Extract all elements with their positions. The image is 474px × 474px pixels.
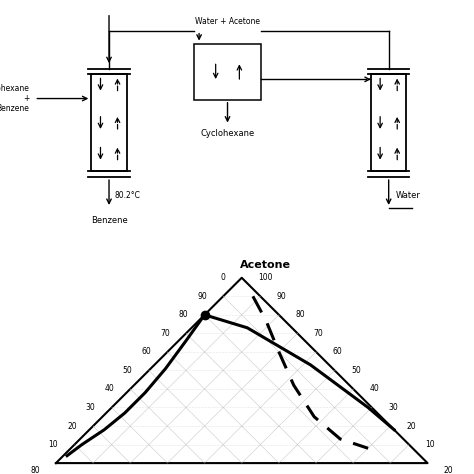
Text: 90: 90 <box>197 292 207 301</box>
Text: 80: 80 <box>30 466 40 474</box>
Text: 40: 40 <box>369 384 379 393</box>
Text: 20: 20 <box>67 421 77 430</box>
Text: 80: 80 <box>179 310 188 319</box>
Text: 50: 50 <box>351 366 361 375</box>
Text: 10: 10 <box>49 440 58 449</box>
Text: 80: 80 <box>295 310 305 319</box>
Bar <box>91 74 127 172</box>
Text: 80.2°C: 80.2°C <box>115 191 141 200</box>
Text: 30: 30 <box>86 403 95 412</box>
Text: 30: 30 <box>388 403 398 412</box>
Text: 70: 70 <box>314 329 323 338</box>
Text: Cyclohexane: Cyclohexane <box>201 129 255 138</box>
Text: 100: 100 <box>258 273 273 282</box>
Text: 50: 50 <box>123 366 133 375</box>
Text: Water: Water <box>396 191 420 200</box>
Text: Acetone: Acetone <box>239 260 291 270</box>
Text: Benzene: Benzene <box>91 216 128 225</box>
Text: 0: 0 <box>220 273 226 282</box>
Bar <box>194 44 261 100</box>
Text: 60: 60 <box>141 347 151 356</box>
Text: 20: 20 <box>407 421 416 430</box>
Text: Water + Acetone: Water + Acetone <box>195 17 260 26</box>
Text: 10: 10 <box>425 440 435 449</box>
Text: 90: 90 <box>276 292 286 301</box>
Text: 40: 40 <box>104 384 114 393</box>
Text: 70: 70 <box>160 329 170 338</box>
Text: 60: 60 <box>332 347 342 356</box>
Text: Cyclohexane
+
Benzene: Cyclohexane + Benzene <box>0 83 29 113</box>
Bar <box>371 74 407 172</box>
Text: 20: 20 <box>444 466 454 474</box>
